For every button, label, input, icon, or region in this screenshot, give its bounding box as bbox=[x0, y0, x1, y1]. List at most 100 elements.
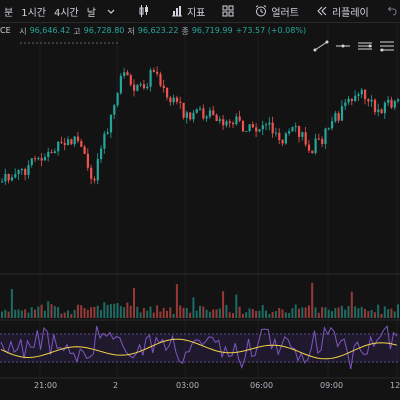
volume-bar bbox=[27, 312, 30, 318]
volume-bar bbox=[215, 309, 218, 318]
volume-bar bbox=[383, 306, 386, 318]
change-value: +73.57 (+0.08%) bbox=[235, 26, 307, 35]
layout-button[interactable] bbox=[217, 0, 242, 22]
interval-minute-button[interactable]: 분 bbox=[0, 0, 17, 22]
interval-4h-button[interactable]: 4시간 bbox=[50, 0, 83, 22]
candle-body bbox=[14, 174, 17, 178]
candle-body bbox=[199, 108, 202, 110]
interval-day-label: 날 bbox=[86, 7, 96, 19]
volume-bar bbox=[202, 306, 205, 318]
candle-body bbox=[383, 102, 386, 114]
candle-body bbox=[261, 125, 264, 130]
candle-body bbox=[271, 122, 274, 134]
candle-body bbox=[37, 158, 40, 160]
volume-bar bbox=[7, 311, 10, 318]
candle-body bbox=[364, 89, 367, 100]
candle-body bbox=[205, 116, 208, 119]
candle-body bbox=[70, 139, 73, 145]
candle-body bbox=[258, 129, 261, 132]
channel-icon bbox=[358, 42, 372, 50]
replay-label: 리플레이 bbox=[331, 7, 369, 19]
volume-bar bbox=[195, 310, 198, 318]
parallel-channel-tool-button[interactable] bbox=[356, 39, 374, 53]
undo-button[interactable] bbox=[381, 0, 400, 22]
volume-bar bbox=[314, 307, 317, 318]
volume-bar bbox=[390, 308, 393, 318]
candle-body bbox=[202, 108, 205, 119]
candle-body bbox=[397, 99, 400, 102]
candle-body bbox=[7, 173, 10, 181]
volume-bar bbox=[43, 310, 46, 318]
candle-body bbox=[367, 99, 370, 102]
horizontal-line-tool-button[interactable] bbox=[334, 39, 352, 53]
low-value: 96,623.22 bbox=[137, 26, 179, 35]
candle-body bbox=[133, 84, 136, 91]
volume-bar bbox=[34, 309, 36, 318]
candle-body bbox=[123, 72, 126, 76]
chart-type-button[interactable] bbox=[133, 0, 158, 22]
volume-bar bbox=[80, 305, 83, 318]
candle-body bbox=[274, 132, 278, 134]
candle-body bbox=[185, 112, 188, 118]
interval-1h-button[interactable]: 1시간 bbox=[17, 0, 50, 22]
volume-bar bbox=[185, 308, 188, 318]
trendline-tool-button[interactable] bbox=[312, 39, 330, 53]
time-axis-label: 06:00 bbox=[250, 381, 274, 390]
interval-1h-label: 1시간 bbox=[21, 7, 46, 19]
candle-body bbox=[298, 126, 301, 137]
candle-body bbox=[373, 99, 377, 113]
volume-bar bbox=[106, 304, 109, 318]
candle-body bbox=[20, 169, 23, 171]
candle-body bbox=[238, 116, 241, 121]
candle-body bbox=[232, 122, 235, 125]
candle-body bbox=[175, 97, 179, 102]
volume-bar bbox=[4, 309, 7, 318]
volume-bar bbox=[14, 309, 17, 318]
volume-bar bbox=[10, 288, 13, 318]
interval-minute-label: 분 bbox=[4, 7, 14, 19]
interval-dropdown-button[interactable] bbox=[100, 0, 125, 22]
volume-bar bbox=[86, 309, 89, 318]
indicators-icon bbox=[170, 4, 184, 18]
candle-body bbox=[67, 139, 70, 146]
volume-bar bbox=[301, 307, 304, 318]
price-chart[interactable] bbox=[0, 22, 400, 400]
volume-bar bbox=[238, 306, 241, 318]
alert-button[interactable]: 얼러트 bbox=[250, 0, 303, 22]
replay-button[interactable]: 리플레이 bbox=[311, 0, 373, 22]
indicators-button[interactable]: 지표 bbox=[166, 0, 209, 22]
candle-body bbox=[212, 110, 215, 116]
undo-icon bbox=[385, 4, 399, 18]
fib-tool-button[interactable] bbox=[378, 39, 396, 53]
oscillator-line bbox=[0, 325, 398, 370]
volume-bar bbox=[380, 313, 383, 318]
interval-day-button[interactable]: 날 bbox=[83, 0, 100, 22]
volume-bar bbox=[24, 309, 27, 318]
candle-body bbox=[248, 124, 251, 131]
candle-body bbox=[113, 105, 116, 115]
candle-body bbox=[314, 138, 317, 154]
candle-body bbox=[390, 99, 393, 108]
replay-icon bbox=[315, 4, 329, 18]
candle-body bbox=[83, 146, 86, 154]
volume-bar bbox=[340, 305, 343, 318]
candle-body bbox=[152, 69, 155, 72]
candle-body bbox=[307, 144, 311, 151]
top-toolbar: 분 1시간 4시간 날 지표 얼러트 리플레이 bbox=[0, 0, 400, 23]
candle-body bbox=[156, 71, 159, 74]
candle-body bbox=[179, 101, 182, 103]
volume-bar bbox=[175, 284, 178, 318]
candle-body bbox=[182, 102, 185, 118]
volume-bar bbox=[364, 308, 366, 318]
volume-bar bbox=[139, 312, 142, 318]
volume-bar bbox=[63, 312, 66, 318]
volume-bar bbox=[156, 305, 159, 318]
candle-body bbox=[109, 114, 113, 133]
volume-bar bbox=[284, 312, 287, 318]
volume-bar bbox=[298, 308, 300, 318]
candle-body bbox=[284, 133, 287, 144]
volume-bar bbox=[228, 312, 231, 318]
candle-body bbox=[334, 113, 337, 122]
volume-bar bbox=[1, 311, 3, 318]
candle-body bbox=[149, 69, 152, 87]
